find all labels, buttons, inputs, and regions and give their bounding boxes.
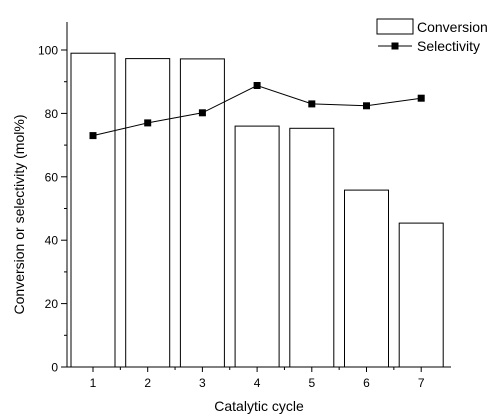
legend-selectivity-marker [391, 42, 399, 50]
x-tick-label-2: 2 [144, 376, 151, 390]
legend-conversion-swatch [376, 18, 414, 35]
x-tick-label-1: 1 [90, 376, 97, 390]
point-selectivity-7 [417, 94, 425, 102]
point-selectivity-4 [253, 82, 261, 89]
legend: Conversion Selectivity [376, 18, 488, 54]
y-tick-label-80: 80 [45, 107, 59, 121]
bar-conversion-5 [289, 127, 335, 368]
x-axis-label: Catalytic cycle [214, 398, 304, 414]
bar-conversion-7 [398, 222, 444, 368]
x-tick-label-3: 3 [199, 376, 206, 390]
axes [61, 22, 451, 372]
bar-conversion-6 [344, 189, 389, 368]
bar-conversion-2 [125, 58, 171, 368]
x-tick-label-5: 5 [308, 376, 315, 390]
bar-conversion-1 [70, 52, 116, 368]
conversion-bars [70, 52, 444, 368]
x-tick-label-4: 4 [254, 376, 261, 390]
point-selectivity-2 [144, 119, 152, 127]
selectivity-series [89, 82, 425, 140]
point-selectivity-3 [198, 109, 206, 117]
y-tick-label-20: 20 [45, 297, 59, 311]
x-tick-label-7: 7 [418, 376, 425, 390]
y-tick-label-60: 60 [45, 170, 59, 184]
legend-selectivity-label: Selectivity [417, 38, 480, 54]
y-tick-label-40: 40 [45, 234, 59, 248]
x-tick-label-6: 6 [363, 376, 370, 390]
point-selectivity-1 [89, 132, 97, 140]
tick-labels: 0 20 40 60 80 100 1 2 3 4 5 6 7 [38, 44, 425, 391]
point-selectivity-6 [363, 102, 370, 110]
bar-conversion-4 [234, 125, 280, 368]
legend-conversion-label: Conversion [417, 19, 488, 35]
y-tick-label-100: 100 [38, 44, 58, 58]
y-tick-label-0: 0 [51, 361, 58, 375]
y-axis-label: Conversion or selectivity (mol%) [11, 115, 27, 315]
point-selectivity-5 [308, 100, 316, 108]
